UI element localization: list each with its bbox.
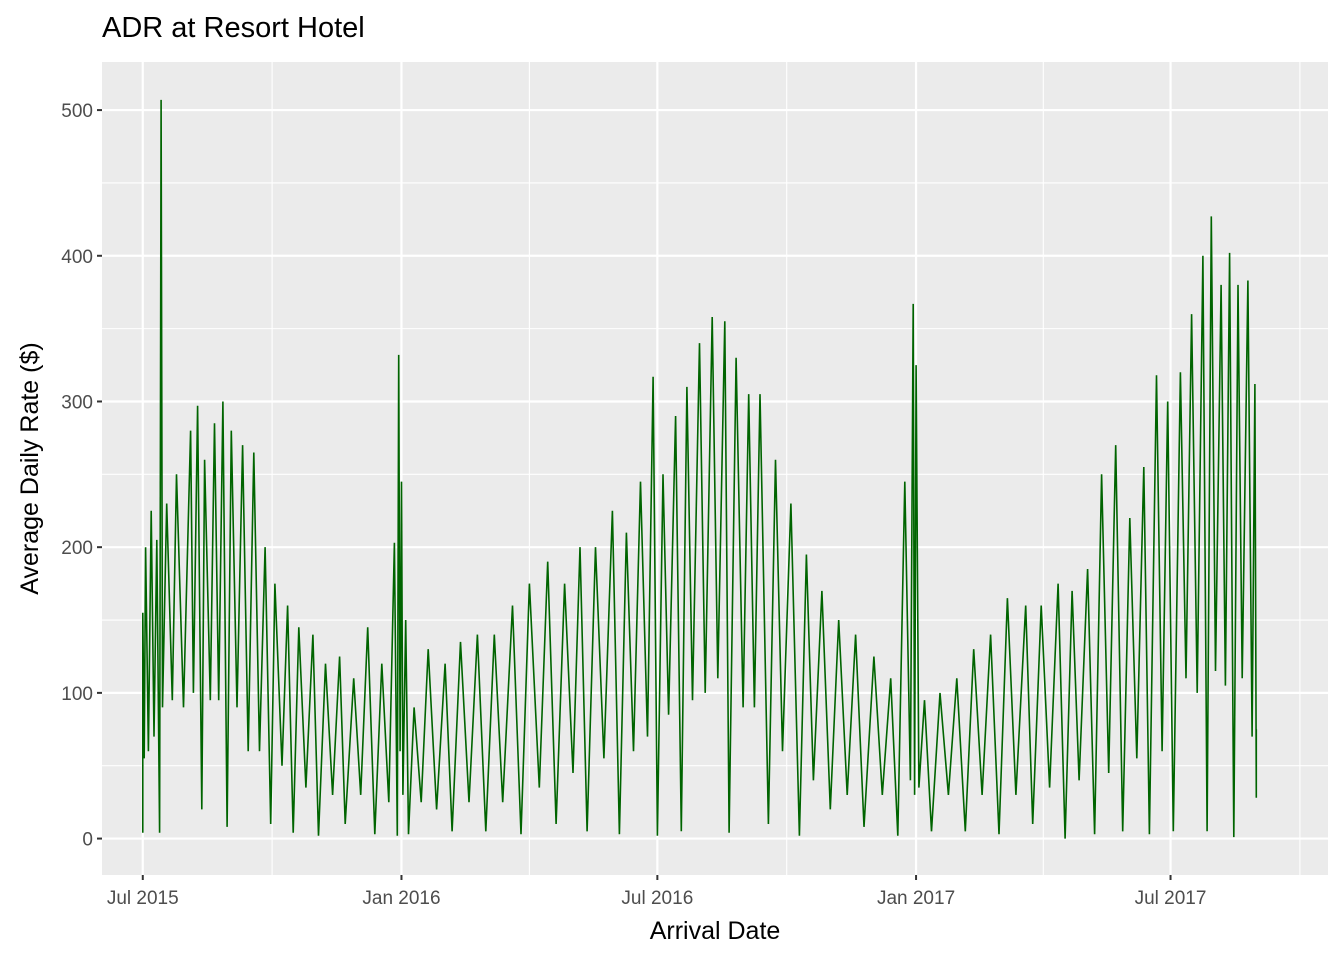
x-tick-label: Jan 2016 xyxy=(362,888,440,909)
x-tick-label: Jan 2017 xyxy=(877,888,955,909)
chart-title: ADR at Resort Hotel xyxy=(102,12,365,44)
series-line xyxy=(142,99,1258,839)
y-tick-label: 100 xyxy=(61,684,93,705)
x-tick-label: Jul 2016 xyxy=(621,888,693,909)
y-axis-title: Average Daily Rate ($) xyxy=(16,342,44,594)
axis-labels: 0 100 200 300 400 500 Jul 2015 Jan 2016 Jul 2016… xyxy=(61,101,1206,909)
y-tick-label: 200 xyxy=(61,538,93,559)
axis-ticks xyxy=(97,109,1172,880)
x-tick-label: Jul 2015 xyxy=(107,888,179,909)
y-tick-label: 500 xyxy=(61,101,93,122)
x-tick-label: Jul 2017 xyxy=(1135,888,1207,909)
y-tick-label: 300 xyxy=(61,392,93,413)
y-tick-label: 0 xyxy=(82,830,93,851)
x-axis-title: Arrival Date xyxy=(650,917,781,945)
series-layer xyxy=(142,99,1258,839)
y-tick-label: 400 xyxy=(61,247,93,268)
